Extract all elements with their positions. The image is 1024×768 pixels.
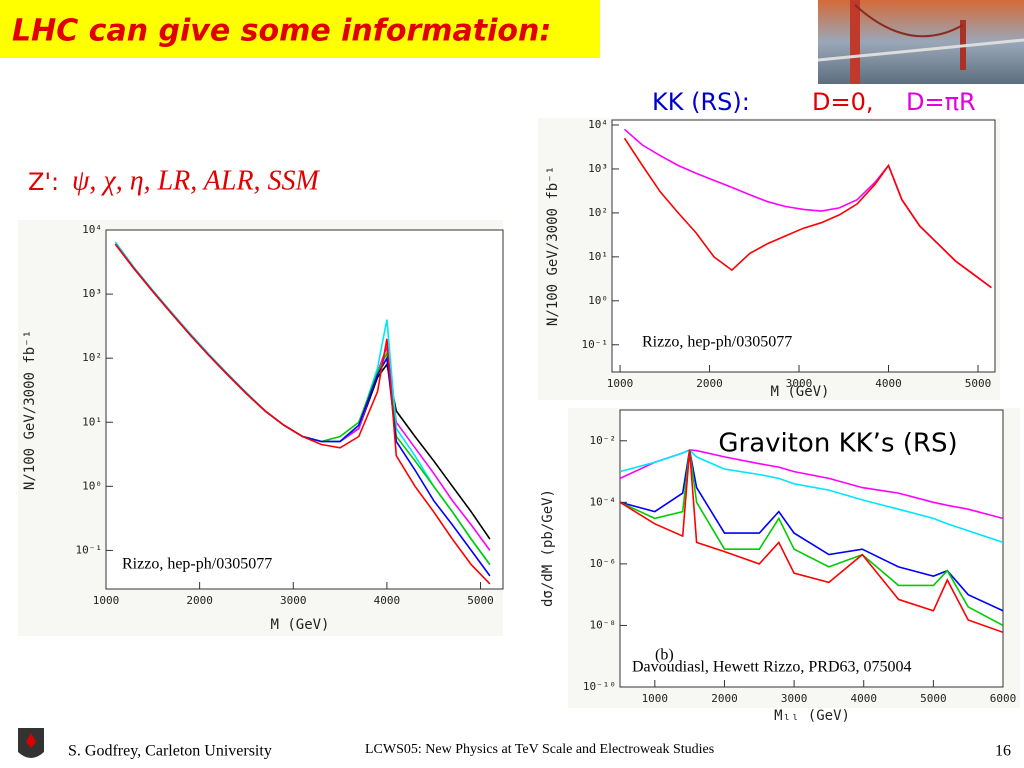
x-axis-label: M (GeV) xyxy=(270,617,329,633)
y-tick-label: 10⁰ xyxy=(82,479,102,492)
y-tick-label: 10⁴ xyxy=(82,223,102,236)
bridge-picture xyxy=(817,0,1024,84)
y-tick-label: 10¹ xyxy=(588,250,608,263)
plot-lines xyxy=(620,449,1003,634)
zprime-label: Z': xyxy=(28,168,59,196)
plot-frame xyxy=(611,119,996,373)
page-number: 16 xyxy=(995,743,1011,760)
y-axis-label: dσ/dM (pb/GeV) xyxy=(540,489,556,607)
x-tick-label: 2000 xyxy=(186,594,213,607)
kk-label: KK (RS): xyxy=(652,88,750,116)
x-axis-label: Mₗₗ (GeV) xyxy=(774,708,850,724)
x-tick-label: 5000 xyxy=(965,377,992,390)
footer-author: S. Godfrey, Carleton University xyxy=(68,743,272,760)
x-tick-label: 6000 xyxy=(990,692,1017,705)
x-tick-label: 3000 xyxy=(280,594,307,607)
plot-lines xyxy=(114,241,491,585)
x-tick-label: 1000 xyxy=(607,377,634,390)
y-tick-label: 10⁻⁸ xyxy=(590,618,617,631)
y-tick-label: 10² xyxy=(588,206,608,219)
kk-d0: D=0, xyxy=(812,88,874,116)
y-axis-label: N/100 GeV/3000 fb⁻¹ xyxy=(22,330,38,490)
footer-conference: LCWS05: New Physics at TeV Scale and Ele… xyxy=(365,742,714,757)
y-tick-label: 10⁻¹ xyxy=(582,338,609,351)
series-line xyxy=(623,137,992,289)
kk-dpir: D=πR xyxy=(906,88,976,116)
plot-frame xyxy=(619,409,1004,688)
x-tick-label: 4000 xyxy=(875,377,902,390)
x-tick-label: 2000 xyxy=(696,377,723,390)
logo xyxy=(18,728,44,758)
x-tick-label: 5000 xyxy=(920,692,947,705)
plot-lines xyxy=(623,128,992,289)
annotation: Davoudiasl, Hewett Rizzo, PRD63, 075004 xyxy=(632,659,912,676)
x-tick-label: 3000 xyxy=(781,692,808,705)
series-line xyxy=(114,243,491,585)
y-tick-label: 10³ xyxy=(588,162,608,175)
x-tick-label: 4000 xyxy=(374,594,401,607)
annotation: (b) xyxy=(655,647,674,664)
y-tick-label: 10⁻⁴ xyxy=(590,495,617,508)
slide-title: LHC can give some information: xyxy=(12,14,551,49)
series-line xyxy=(620,449,1003,627)
y-tick-label: 10⁰ xyxy=(588,294,608,307)
x-tick-label: 5000 xyxy=(467,594,494,607)
y-tick-label: 10⁴ xyxy=(588,118,608,131)
annotation: Rizzo, hep-ph/0305077 xyxy=(122,556,272,573)
series-line xyxy=(620,449,1003,634)
y-tick-label: 10⁻¹ xyxy=(76,543,103,556)
x-tick-label: 4000 xyxy=(850,692,877,705)
x-tick-label: 2000 xyxy=(711,692,738,705)
y-tick-label: 10² xyxy=(82,351,102,364)
series-line xyxy=(620,449,1003,544)
chart-title: Graviton KK’s (RS) xyxy=(718,429,957,459)
zprime-models: ψ, χ, η, LR, ALR, SSM xyxy=(72,165,321,196)
annotation: Rizzo, hep-ph/0305077 xyxy=(642,334,792,351)
y-tick-label: 10⁻² xyxy=(590,434,617,447)
plot-frame xyxy=(105,229,504,590)
x-tick-label: 3000 xyxy=(786,377,813,390)
y-tick-label: 10⁻¹⁰ xyxy=(583,680,616,693)
series-line xyxy=(620,449,1003,612)
title-box xyxy=(0,0,600,58)
x-tick-label: 1000 xyxy=(642,692,669,705)
y-tick-label: 10³ xyxy=(82,287,102,300)
y-tick-label: 10⁻⁶ xyxy=(590,557,617,570)
x-tick-label: 1000 xyxy=(93,594,120,607)
x-axis-label: M (GeV) xyxy=(770,384,829,400)
y-axis-label: N/100 GeV/3000 fb⁻¹ xyxy=(545,166,561,326)
y-tick-label: 10¹ xyxy=(82,415,102,428)
